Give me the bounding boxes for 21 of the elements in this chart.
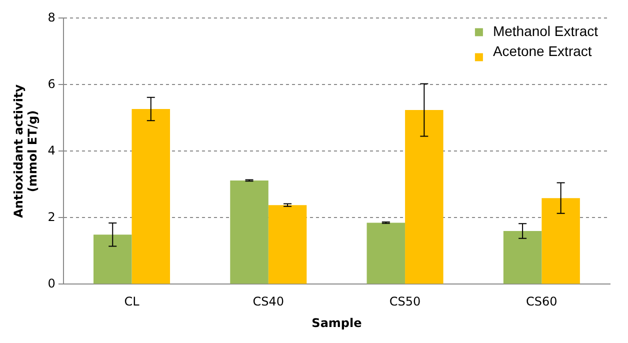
y-tick-label: 8 [48, 10, 56, 24]
x-axis-title: Sample [312, 316, 362, 330]
y-tick-label: 2 [48, 210, 56, 224]
bar [268, 205, 307, 284]
bar [405, 110, 444, 284]
y-axis-title: Antioxidant activity (mmol ET/g) [11, 84, 40, 218]
x-tick-label: CS60 [526, 294, 558, 309]
bar [366, 222, 406, 284]
y-tick-label: 6 [48, 76, 56, 91]
legend-label: Acetone Extract [492, 43, 592, 60]
bar [503, 231, 542, 284]
x-tick-label: CL [124, 294, 140, 309]
x-tick-label: CS50 [389, 294, 421, 309]
bar [230, 180, 268, 284]
y-tick-label: 4 [48, 143, 56, 158]
bar [93, 234, 132, 284]
x-tick-label: CS40 [252, 294, 284, 309]
bar [132, 108, 170, 284]
legend-label: Methanol Extract [492, 23, 598, 40]
bar [542, 198, 580, 284]
y-tick-label: 0 [48, 276, 56, 290]
